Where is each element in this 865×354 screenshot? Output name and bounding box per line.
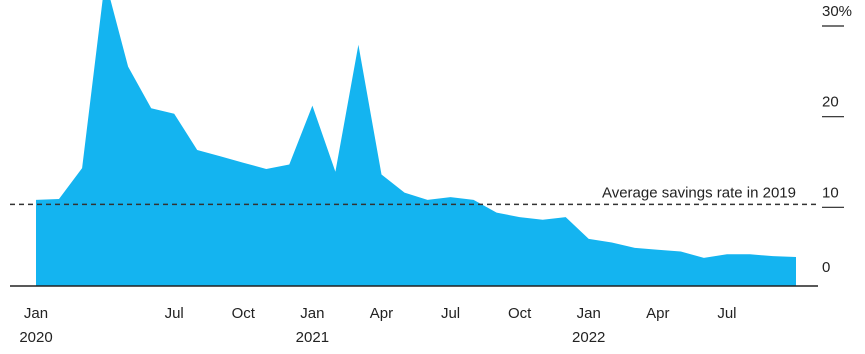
x-tick-label: Jan (300, 305, 324, 322)
y-tick-label: 30% (822, 3, 852, 20)
x-tick-label: Apr (370, 305, 393, 322)
y-tick-label: 10 (822, 184, 839, 201)
x-tick-label: Apr (646, 305, 669, 322)
reference-line-label: Average savings rate in 2019 (602, 184, 796, 201)
x-tick-labels: Jan 2020 Jul Oct Jan 2021 Apr Jul Oct Jan 2022 Apr J… (19, 305, 736, 346)
x-tick-label: Jul (441, 305, 460, 322)
savings-rate-area (36, 0, 796, 286)
x-tick-label: Jul (165, 305, 184, 322)
x-tick-year-label: 2021 (296, 329, 329, 346)
area-layer (36, 0, 796, 286)
x-tick-label: Jan (577, 305, 601, 322)
x-tick-year-label: 2022 (572, 329, 605, 346)
x-tick-label: Jan (24, 305, 48, 322)
y-tick-label: 0 (822, 259, 830, 276)
x-tick-label: Oct (508, 305, 532, 322)
reference-line-layer: Average savings rate in 2019 (10, 184, 818, 206)
x-tick-label: Jul (717, 305, 736, 322)
y-tick-label: 20 (822, 94, 839, 111)
y-tick-labels: 0 10 20 30% (822, 3, 852, 276)
x-tick-label: Oct (232, 305, 256, 322)
x-tick-year-label: 2020 (19, 329, 52, 346)
